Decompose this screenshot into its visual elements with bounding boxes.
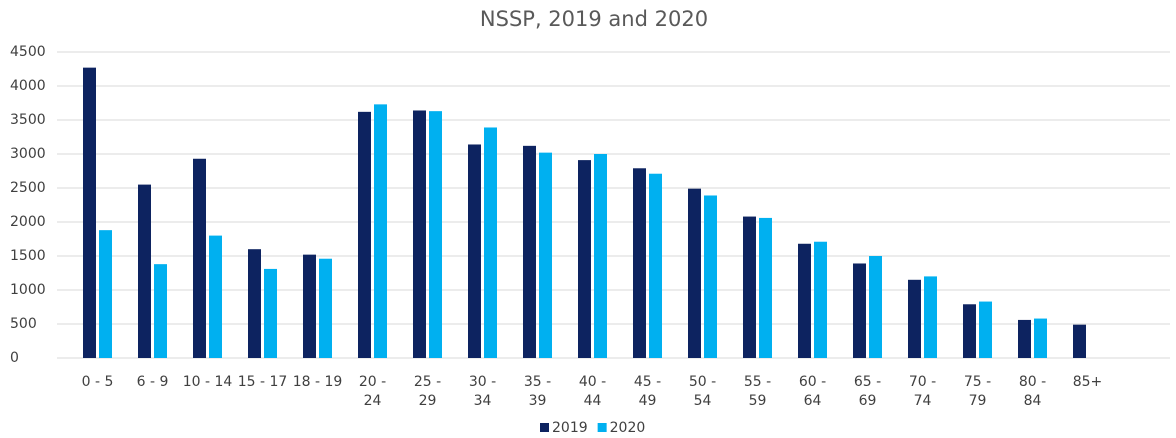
bar (963, 304, 976, 358)
bar (594, 154, 607, 358)
y-tick-label: 500 (10, 316, 37, 332)
bar (264, 268, 277, 358)
x-tick-label: 40 -44 (579, 374, 606, 409)
x-tick-label: 6 - 9 (137, 374, 169, 390)
bar (814, 241, 827, 358)
x-tick-label: 25 -29 (414, 374, 441, 409)
legend-label: 2019 (552, 420, 588, 436)
y-tick-label: 1500 (10, 248, 46, 264)
x-tick-label: 75 -79 (964, 374, 991, 409)
x-tick-label: 20 -24 (359, 374, 386, 409)
x-tick-label: 0 - 5 (82, 374, 114, 390)
bar (908, 279, 921, 358)
x-tick-label: 55 -59 (744, 374, 771, 409)
bar (979, 301, 992, 358)
x-tick-label: 15 - 17 (238, 374, 288, 390)
x-tick-label: 60 -64 (799, 374, 826, 409)
y-tick-label: 2000 (10, 214, 46, 230)
bar (633, 168, 646, 358)
x-tick-label: 85+ (1073, 374, 1103, 390)
y-tick-label: 2500 (10, 180, 46, 196)
bar (688, 188, 701, 358)
x-tick-label: 18 - 19 (293, 374, 343, 390)
x-tick-label: 50 -54 (689, 374, 716, 409)
x-tick-label: 70 -74 (909, 374, 936, 409)
bar (743, 216, 756, 358)
bar (578, 160, 591, 358)
bar (303, 254, 316, 358)
bar (869, 256, 882, 358)
legend-swatch (540, 423, 549, 432)
bar (759, 217, 772, 358)
x-tick-label: 30 -34 (469, 374, 496, 409)
x-tick-label: 35 -39 (524, 374, 551, 409)
bar (154, 264, 167, 358)
bar (83, 67, 96, 358)
y-tick-label: 4000 (10, 78, 46, 94)
bar (1018, 319, 1031, 358)
bar (358, 111, 371, 358)
bar (649, 173, 662, 358)
bar (99, 230, 112, 358)
bar (319, 258, 332, 358)
bar (853, 263, 866, 358)
bar (539, 152, 552, 358)
bar (209, 235, 222, 358)
legend-swatch (597, 423, 607, 432)
x-tick-label: 45 -49 (634, 374, 661, 409)
bar (413, 110, 426, 358)
x-tick-label: 80 -84 (1019, 374, 1046, 409)
bar (798, 243, 811, 358)
bar (248, 249, 261, 358)
bar (1034, 318, 1047, 358)
y-tick-label: 3500 (10, 112, 46, 128)
y-tick-label: 4500 (10, 44, 46, 60)
x-tick-label: 10 - 14 (183, 374, 233, 390)
bar (468, 144, 481, 358)
bar (704, 195, 717, 358)
bar (1073, 324, 1086, 358)
chart-title: NSSP, 2019 and 2020 (480, 7, 708, 31)
y-tick-label: 1000 (10, 282, 46, 298)
bar (429, 111, 442, 358)
x-tick-label: 65 -69 (854, 374, 881, 409)
bar (523, 145, 536, 358)
bar (374, 104, 387, 358)
bar (193, 158, 206, 358)
bar (484, 127, 497, 358)
bar (138, 184, 151, 358)
bar (924, 276, 937, 358)
y-tick-label: 0 (10, 350, 19, 366)
legend-label: 2020 (610, 420, 646, 436)
y-tick-label: 3000 (10, 146, 46, 162)
